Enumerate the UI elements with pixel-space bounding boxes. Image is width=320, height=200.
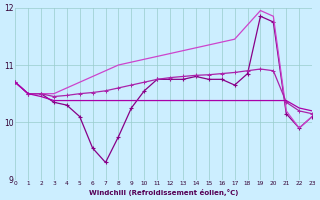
X-axis label: Windchill (Refroidissement éolien,°C): Windchill (Refroidissement éolien,°C) <box>89 189 238 196</box>
